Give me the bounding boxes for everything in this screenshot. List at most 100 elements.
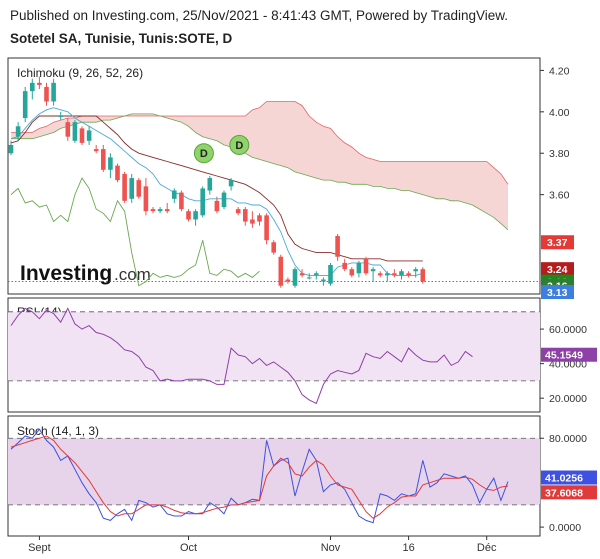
candle-body — [385, 273, 390, 276]
senkou-span-a-line — [11, 113, 509, 231]
x-axis-tick-label: Nov — [321, 542, 341, 554]
candle-body — [377, 273, 383, 276]
ichimoku-cloud — [11, 101, 508, 230]
candle-body — [8, 144, 14, 154]
candle-body — [278, 256, 284, 286]
x-axis-tick-label: Oct — [180, 542, 197, 554]
candle-body — [79, 128, 85, 143]
candle-body — [22, 91, 28, 119]
stoch-band — [8, 438, 540, 505]
candle-body — [30, 82, 35, 92]
published-caption: Published on Investing.com, 25/Nov/2021 … — [10, 8, 509, 23]
candle-body — [328, 265, 333, 284]
candle-body — [157, 209, 163, 212]
candle-body — [214, 200, 220, 212]
price-badge-label: 3.37 — [547, 237, 568, 249]
rsi-axis-tick-label: 20.0000 — [549, 393, 587, 405]
price-badge-bg — [541, 285, 574, 299]
candle-body — [65, 122, 71, 137]
stoch-label: Stoch (14, 1, 3) — [17, 424, 99, 438]
candle-body — [420, 269, 426, 282]
chart-plot-layer: DD4.204.003.803.603.373.243.183.163.163.… — [8, 65, 597, 554]
rsi-value-badge: 45.1549 — [541, 347, 597, 362]
stoch-value-badge: 37.6068 — [541, 485, 597, 500]
candle-body — [186, 211, 191, 220]
candle-body — [342, 262, 347, 270]
dividend-marker: D — [193, 143, 214, 164]
stoch-value-badge-bg — [541, 470, 597, 485]
x-axis-tick-label: Sept — [28, 542, 51, 554]
candle-body — [150, 209, 156, 212]
price-axis-tick-label: 3.80 — [549, 148, 570, 160]
candle-body — [221, 192, 227, 208]
investing-watermark: Investing .com — [20, 262, 151, 285]
instrument-title: Sotetel SA, Tunisie, Tunis:SOTE, D — [10, 31, 233, 46]
candle-body — [129, 178, 134, 199]
candle-body — [193, 211, 198, 220]
candle-body — [314, 273, 319, 276]
price-axis-tick-label: 4.00 — [549, 107, 570, 119]
watermark-suffix: .com — [114, 265, 151, 284]
candle-body — [413, 269, 418, 272]
candle-body — [356, 262, 362, 274]
price-axis-tick-label: 3.60 — [549, 190, 570, 202]
stoch-value-badge-label: 41.0256 — [545, 473, 583, 485]
dividend-marker: D — [229, 134, 250, 155]
dividend-marker-circle — [229, 134, 250, 155]
candle-body — [86, 130, 92, 141]
price-badge: 3.24 — [541, 262, 574, 277]
rsi-plot — [8, 307, 540, 405]
price-pane: Ichimoku (9, 26, 52, 26) — [7, 57, 541, 295]
chikou-span-line — [10, 177, 260, 287]
candle-body — [37, 82, 42, 85]
candle-body — [172, 190, 177, 199]
candle-body — [250, 219, 255, 224]
price-pane-frame — [7, 57, 541, 295]
candle-body — [115, 165, 120, 181]
candle-body — [370, 269, 376, 272]
candle-body — [285, 279, 291, 282]
dividend-marker-label: D — [200, 148, 208, 160]
candle-body — [207, 178, 213, 191]
candle-body — [122, 173, 127, 201]
stoch-d-line — [10, 435, 509, 519]
candle-body — [257, 215, 262, 222]
stoch-value-badge-bg — [541, 485, 597, 500]
price-badge-label: 3.13 — [547, 287, 568, 299]
candle-body — [321, 279, 326, 282]
candle-body — [179, 192, 184, 210]
candle-body — [200, 188, 205, 216]
candle-body — [143, 186, 149, 212]
candle-body — [264, 215, 269, 241]
candle-body — [243, 209, 248, 222]
candle-body — [406, 273, 411, 276]
price-badge-label: 3.24 — [547, 264, 568, 276]
candle-body — [72, 122, 78, 141]
candle-body — [101, 149, 106, 170]
candle-body — [349, 269, 355, 276]
price-axis-tick-label: 4.20 — [549, 65, 570, 77]
ichimoku-label: Ichimoku (9, 26, 52, 26) — [17, 66, 143, 80]
candle-body — [164, 209, 170, 212]
watermark-brand: Investing — [20, 262, 112, 285]
kijun-sen-line — [10, 115, 423, 262]
candle-body — [108, 157, 113, 170]
stoch-axis-tick-label: 80.0000 — [549, 433, 587, 445]
candle-body — [399, 271, 404, 276]
price-badge: 3.37 — [541, 235, 574, 250]
price-badge-bg — [541, 262, 574, 277]
candle-body — [15, 126, 21, 137]
rsi-value-badge-label: 45.1549 — [545, 350, 583, 362]
candle-body — [228, 180, 234, 187]
candle-body — [363, 258, 369, 274]
x-axis-tick-label: Déc — [477, 542, 497, 554]
candle-body — [51, 82, 56, 102]
dividend-marker-label: D — [235, 140, 243, 152]
candle-body — [44, 86, 49, 102]
candle-body — [299, 273, 305, 276]
rsi-value-badge-bg — [541, 347, 597, 362]
candle-body — [335, 236, 340, 257]
x-axis-tick-label: 16 — [402, 542, 414, 554]
dividend-marker-circle — [193, 143, 214, 164]
